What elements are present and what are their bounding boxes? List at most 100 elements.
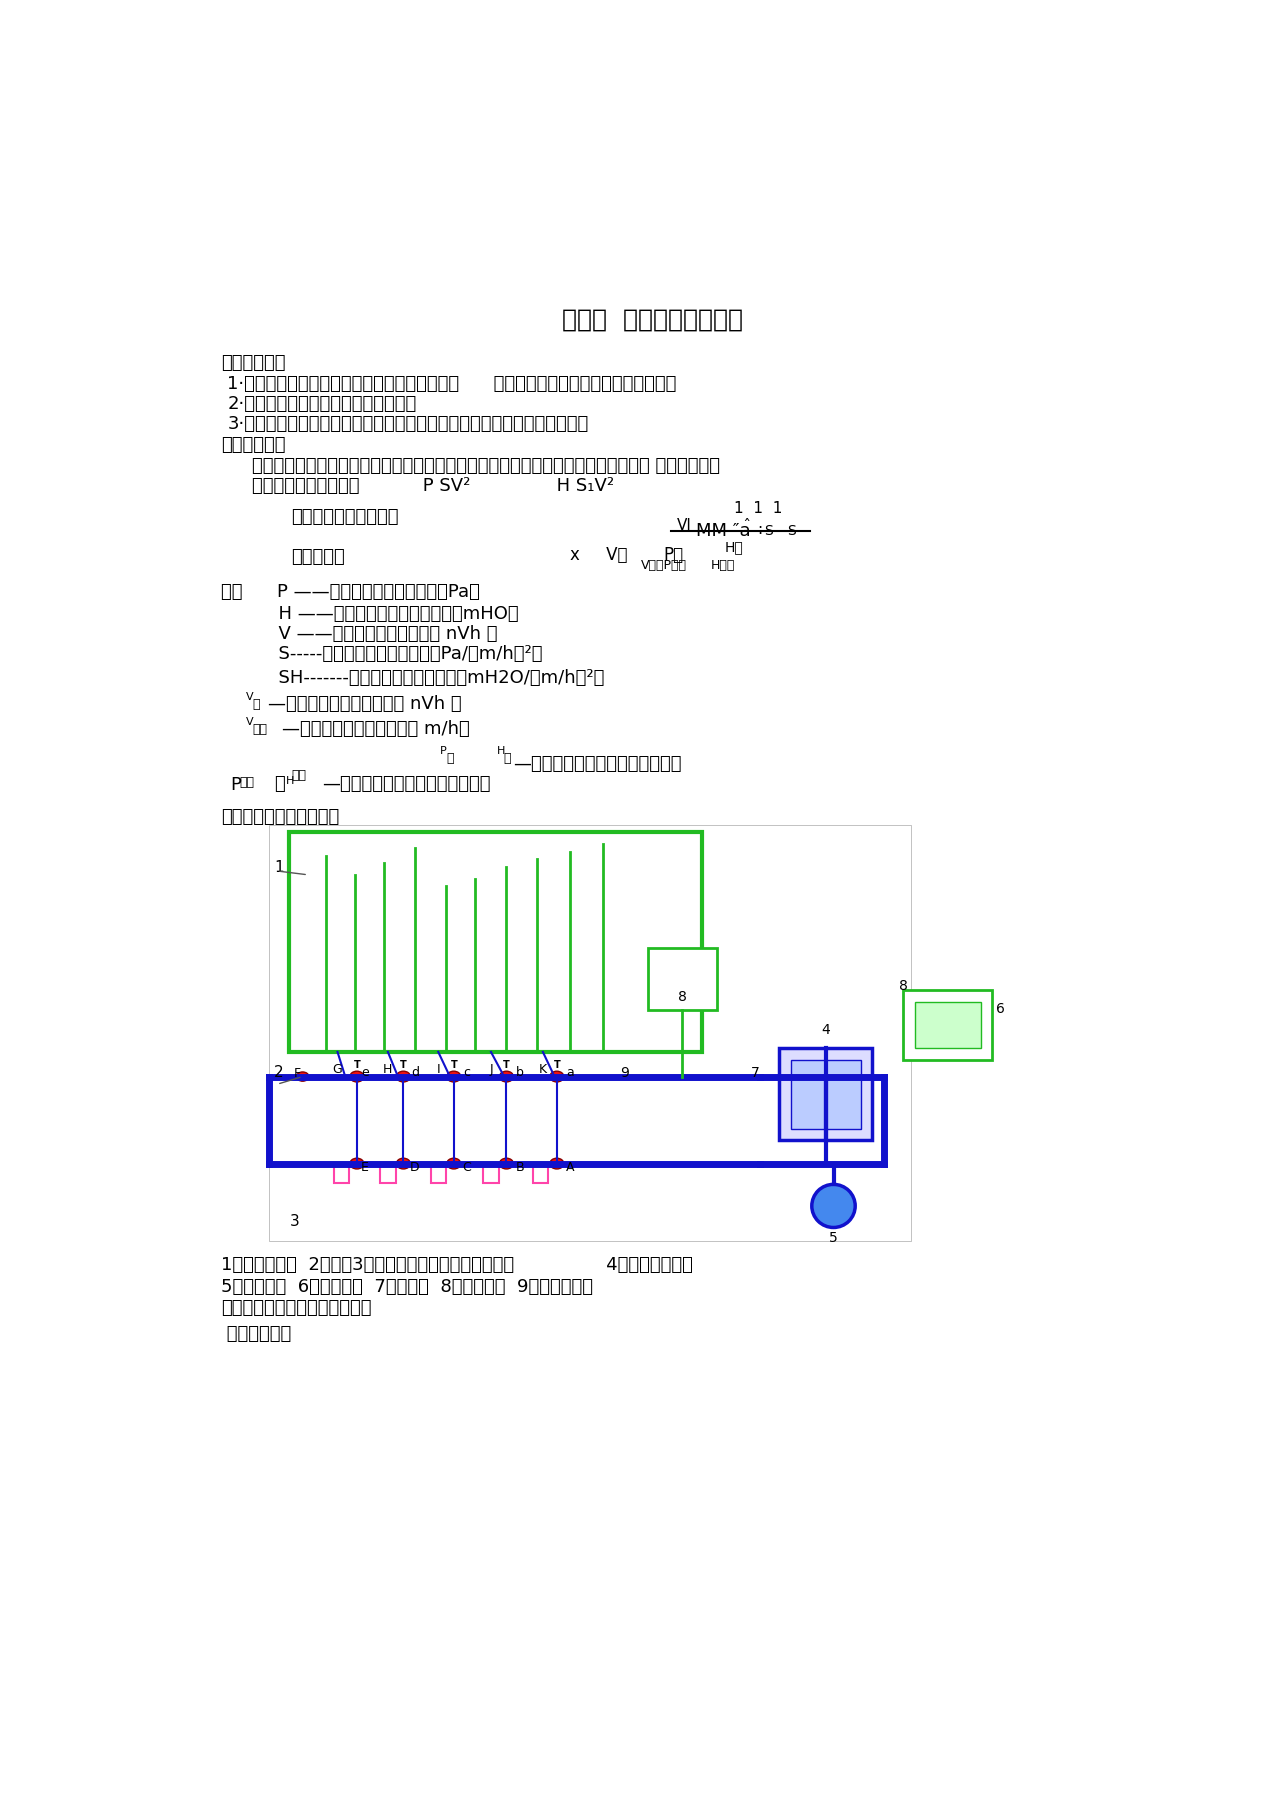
Text: 9: 9 [620,1066,628,1081]
Text: 变: 变 [503,752,511,765]
Text: 7: 7 [752,1066,759,1081]
Text: 实验一  热网水力工况实验: 实验一 热网水力工况实验 [562,307,744,332]
Text: 变: 变 [446,752,454,765]
Text: VI: VI [676,518,692,534]
Text: 1  1  1: 1 1 1 [734,502,782,516]
Text: 一、实验目的: 一、实验目的 [222,354,285,372]
Text: T: T [400,1061,406,1070]
Circle shape [812,1185,855,1227]
Text: 8: 8 [899,980,907,992]
Text: T: T [553,1061,561,1070]
Text: V ——网路计算管段的水流量 nVh ；: V ——网路计算管段的水流量 nVh ； [222,624,498,642]
Bar [269,824,911,1241]
Text: S: S [787,525,796,538]
Text: V: V [246,716,254,727]
Text: b: b [516,1066,524,1079]
Bar [780,1048,873,1140]
Text: V正常P正常: V正常P正常 [641,559,687,572]
Text: K: K [539,1064,547,1077]
Bar [289,832,702,1052]
Ellipse shape [499,1158,513,1169]
Text: 变: 变 [252,698,260,711]
Text: 二、实验原理: 二、实验原理 [222,437,285,455]
Text: —正常工况下各用户的资用压力；: —正常工况下各用户的资用压力； [322,776,490,794]
Text: T: T [503,1061,510,1070]
Text: 8: 8 [678,990,687,1005]
Ellipse shape [350,1072,364,1082]
Text: D: D [410,1162,420,1174]
Bar [647,947,717,1010]
Text: —正常工况下各用户的流量 m/h；: —正常工况下各用户的流量 m/h； [282,720,469,738]
Text: H ——管网计算管段的水头损失，mHO；: H ——管网计算管段的水头损失，mHO； [222,604,519,622]
Text: H: H [285,776,294,785]
Text: e: e [361,1066,368,1079]
Text: P: P [231,776,242,794]
Ellipse shape [550,1072,564,1082]
Text: 2: 2 [274,1064,284,1081]
Text: 2·能够绘制各种不同工况下的水压图。: 2·能够绘制各种不同工况下的水压图。 [228,395,417,413]
Text: 6: 6 [996,1001,1005,1016]
Bar [431,1165,446,1183]
Text: P: P [440,747,447,756]
Ellipse shape [499,1072,513,1082]
Text: 三、实验设备及实验装置: 三、实验设备及实验装置 [222,808,339,826]
Text: S: S [763,525,772,538]
Text: A: A [566,1162,575,1174]
Text: F: F [293,1068,301,1081]
Text: SH-------管路计算管段的阻力数，mH2O/（m/h）²；: SH-------管路计算管段的阻力数，mH2O/（m/h）²； [222,669,605,687]
Ellipse shape [447,1158,461,1169]
Text: —一工况变化后各用户资用压力；: —一工况变化后各用户资用压力； [513,756,682,774]
Text: 正常: 正常 [292,769,307,783]
Text: B: B [515,1162,524,1174]
Text: 5: 5 [829,1232,838,1245]
Text: P变: P变 [662,547,683,565]
Text: 1: 1 [274,861,284,875]
Text: T: T [451,1061,457,1070]
Text: —工况变化后各用户的流量 nVh ；: —工况变化后各用户的流量 nVh ； [268,695,461,713]
Text: S-----管路计算管段的阻力数，Pa/（m/h）²；: S-----管路计算管段的阻力数，Pa/（m/h）²； [222,644,543,662]
Text: ，: ， [274,776,284,794]
Text: 正常: 正常 [240,776,255,788]
Text: 式中      P ——管网计算管段的压力降，Pa；: 式中 P ——管网计算管段的压力降，Pa； [222,583,480,601]
Text: E: E [361,1162,368,1174]
Text: H变: H变 [725,539,744,554]
Text: 5、循环水泵  6、补给水箱  7、稳压罐  8、膨胀水箱  9、转子流量计: 5、循环水泵 6、补给水箱 7、稳压罐 8、膨胀水箱 9、转子流量计 [222,1277,594,1295]
Text: 水力失调度: 水力失调度 [290,548,345,566]
Text: 3·了解和掌握热网水力工况分析方法，验证热网水压图和水力工况的理论。: 3·了解和掌握热网水力工况分析方法，验证热网水压图和水力工况的理论。 [228,415,589,433]
Bar [483,1165,498,1183]
Bar [334,1165,349,1183]
Text: 1、测压玻璃管  2、阀门3、管网（以细水管代替暖气片）                4、锅炉（模型）: 1、测压玻璃管 2、阀门3、管网（以细水管代替暖气片） 4、锅炉（模型） [222,1256,693,1274]
Ellipse shape [550,1158,564,1169]
Text: 3: 3 [290,1214,299,1229]
Text: 在室外热水网路中，水的流动状态大多处于阻力平方区。流体的压力降与流量、阻抗 的关系如下：: 在室外热水网路中，水的流动状态大多处于阻力平方区。流体的压力降与流量、阻抗 的关… [252,458,720,476]
Text: 并联管路流量分配关系: 并联管路流量分配关系 [290,507,399,525]
Text: C: C [462,1162,471,1174]
Bar [903,990,992,1059]
Text: 图１热网水力工况实验台示意图: 图１热网水力工况实验台示意图 [222,1299,372,1317]
Ellipse shape [396,1072,410,1082]
Ellipse shape [297,1072,308,1081]
Text: H: H [497,747,506,756]
Bar [915,1001,981,1048]
Text: G: G [333,1064,343,1077]
Bar [380,1165,396,1183]
Text: V: V [246,693,254,702]
Ellipse shape [396,1158,410,1169]
Text: 正常: 正常 [252,723,268,736]
Text: H: H [383,1064,392,1077]
Ellipse shape [350,1158,364,1169]
Text: d: d [412,1066,419,1079]
Text: x     V变: x V变 [569,547,628,565]
Text: 流体压降与流量的关系           P SV²               H S₁V²: 流体压降与流量的关系 P SV² H S₁V² [252,476,614,494]
Text: c: c [464,1066,470,1079]
Text: T: T [353,1061,361,1070]
Text: :: : [757,521,762,538]
Text: a: a [566,1066,573,1079]
Text: I: I [437,1064,440,1077]
Text: H正常: H正常 [711,559,735,572]
Text: MM ″a: MM ″a [697,521,750,539]
Text: 1·了解不同水力工况下热网水压图的变化情况，      巩固热水网路水力工况计算的基本原理: 1·了解不同水力工况下热网水压图的变化情况， 巩固热水网路水力工况计算的基本原理 [228,375,676,393]
Text: 4: 4 [822,1023,831,1037]
Ellipse shape [447,1072,461,1082]
Bar [533,1165,548,1183]
